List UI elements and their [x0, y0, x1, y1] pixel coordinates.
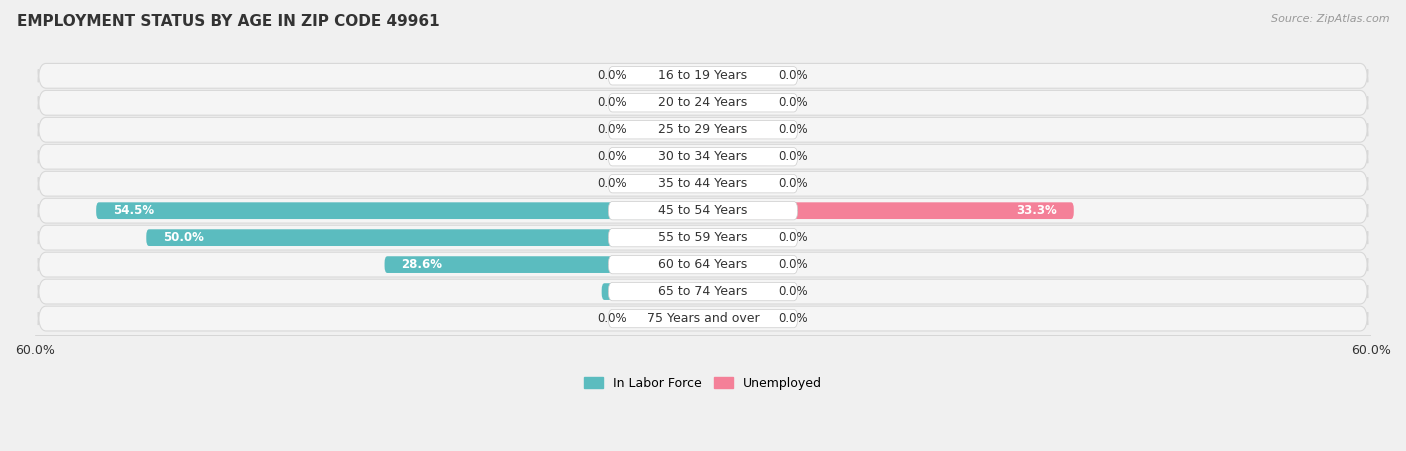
FancyBboxPatch shape [38, 225, 1368, 250]
Text: 0.0%: 0.0% [779, 285, 808, 298]
Text: 0.0%: 0.0% [779, 150, 808, 163]
Text: 45 to 54 Years: 45 to 54 Years [658, 204, 748, 217]
Text: 0.0%: 0.0% [779, 123, 808, 136]
FancyBboxPatch shape [636, 148, 703, 165]
FancyBboxPatch shape [609, 309, 797, 328]
FancyBboxPatch shape [636, 68, 703, 84]
FancyBboxPatch shape [703, 202, 1074, 219]
Text: 25 to 29 Years: 25 to 29 Years [658, 123, 748, 136]
Text: 60 to 64 Years: 60 to 64 Years [658, 258, 748, 271]
Text: 0.0%: 0.0% [598, 69, 627, 83]
FancyBboxPatch shape [38, 64, 1368, 88]
FancyBboxPatch shape [609, 255, 797, 274]
Text: 0.0%: 0.0% [598, 177, 627, 190]
FancyBboxPatch shape [609, 147, 797, 166]
FancyBboxPatch shape [602, 283, 703, 300]
Text: 65 to 74 Years: 65 to 74 Years [658, 285, 748, 298]
FancyBboxPatch shape [38, 306, 1368, 331]
FancyBboxPatch shape [38, 198, 1368, 223]
FancyBboxPatch shape [38, 252, 1368, 277]
FancyBboxPatch shape [609, 94, 797, 112]
FancyBboxPatch shape [703, 283, 770, 300]
FancyBboxPatch shape [385, 256, 703, 273]
Text: 0.0%: 0.0% [598, 150, 627, 163]
Text: 0.0%: 0.0% [598, 97, 627, 109]
Text: 28.6%: 28.6% [401, 258, 443, 271]
Text: 0.0%: 0.0% [779, 97, 808, 109]
FancyBboxPatch shape [636, 175, 703, 192]
Text: 54.5%: 54.5% [112, 204, 155, 217]
Text: 0.0%: 0.0% [779, 258, 808, 271]
FancyBboxPatch shape [703, 175, 770, 192]
FancyBboxPatch shape [609, 202, 797, 220]
FancyBboxPatch shape [146, 229, 703, 246]
FancyBboxPatch shape [636, 121, 703, 138]
Text: 0.0%: 0.0% [779, 177, 808, 190]
Text: 50.0%: 50.0% [163, 231, 204, 244]
FancyBboxPatch shape [38, 117, 1368, 142]
FancyBboxPatch shape [703, 310, 770, 327]
FancyBboxPatch shape [38, 144, 1368, 169]
Text: 0.0%: 0.0% [779, 312, 808, 325]
Text: 0.0%: 0.0% [779, 231, 808, 244]
Text: 33.3%: 33.3% [1017, 204, 1057, 217]
FancyBboxPatch shape [703, 148, 770, 165]
FancyBboxPatch shape [703, 256, 770, 273]
FancyBboxPatch shape [703, 68, 770, 84]
Text: 0.0%: 0.0% [598, 312, 627, 325]
Text: 55 to 59 Years: 55 to 59 Years [658, 231, 748, 244]
Text: EMPLOYMENT STATUS BY AGE IN ZIP CODE 49961: EMPLOYMENT STATUS BY AGE IN ZIP CODE 499… [17, 14, 440, 28]
FancyBboxPatch shape [609, 229, 797, 247]
Text: 20 to 24 Years: 20 to 24 Years [658, 97, 748, 109]
FancyBboxPatch shape [609, 67, 797, 85]
FancyBboxPatch shape [609, 120, 797, 139]
FancyBboxPatch shape [38, 171, 1368, 196]
Text: Source: ZipAtlas.com: Source: ZipAtlas.com [1271, 14, 1389, 23]
FancyBboxPatch shape [609, 175, 797, 193]
Text: 9.1%: 9.1% [619, 285, 651, 298]
Text: 0.0%: 0.0% [598, 123, 627, 136]
FancyBboxPatch shape [636, 310, 703, 327]
Legend: In Labor Force, Unemployed: In Labor Force, Unemployed [579, 372, 827, 395]
FancyBboxPatch shape [96, 202, 703, 219]
FancyBboxPatch shape [38, 279, 1368, 304]
FancyBboxPatch shape [703, 229, 770, 246]
FancyBboxPatch shape [38, 90, 1368, 115]
Text: 16 to 19 Years: 16 to 19 Years [658, 69, 748, 83]
FancyBboxPatch shape [703, 94, 770, 111]
Text: 75 Years and over: 75 Years and over [647, 312, 759, 325]
Text: 0.0%: 0.0% [779, 69, 808, 83]
FancyBboxPatch shape [609, 282, 797, 301]
FancyBboxPatch shape [703, 121, 770, 138]
Text: 30 to 34 Years: 30 to 34 Years [658, 150, 748, 163]
FancyBboxPatch shape [636, 94, 703, 111]
Text: 35 to 44 Years: 35 to 44 Years [658, 177, 748, 190]
